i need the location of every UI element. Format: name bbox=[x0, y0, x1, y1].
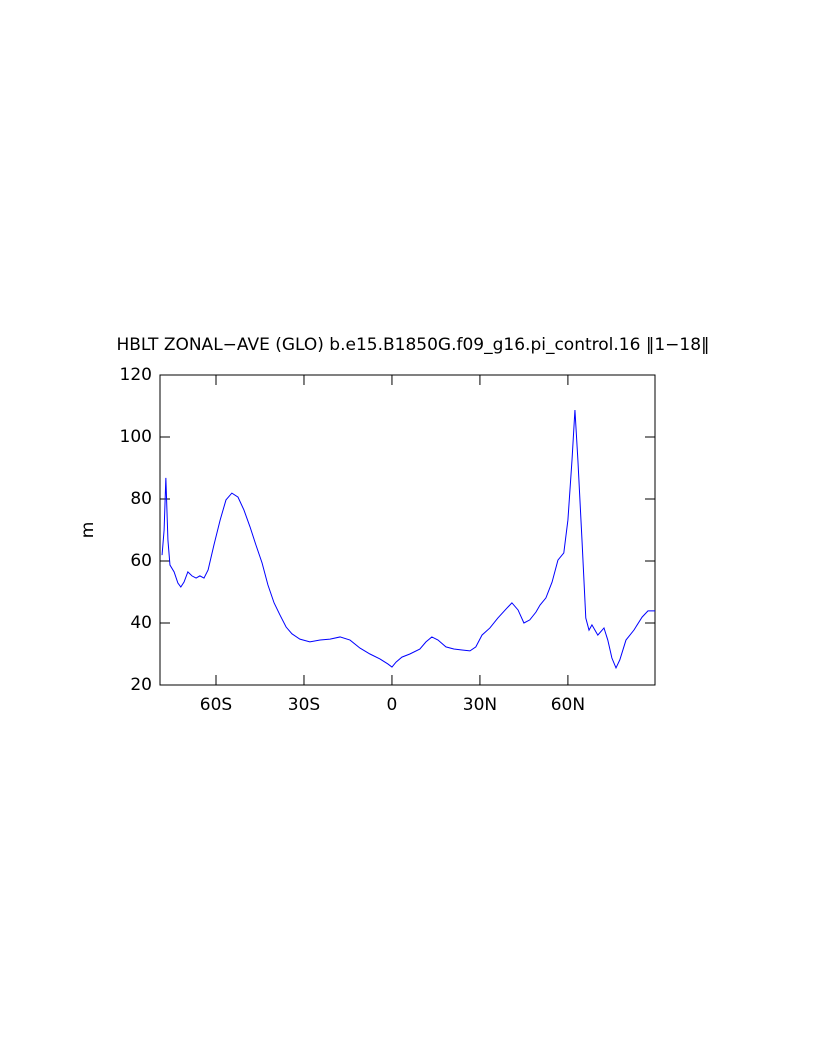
y-tick-label: 120 bbox=[120, 365, 152, 385]
y-axis-label: m bbox=[78, 522, 98, 539]
x-tick-label: 30S bbox=[288, 695, 320, 715]
data-line bbox=[161, 410, 655, 670]
y-tick-label: 40 bbox=[130, 613, 152, 633]
x-tick-label: 0 bbox=[387, 695, 398, 715]
y-tick-label: 80 bbox=[130, 489, 152, 509]
chart-title: HBLT ZONAL−AVE (GLO) b.e15.B1850G.f09_g1… bbox=[116, 335, 709, 355]
y-tick-label: 20 bbox=[130, 675, 152, 695]
x-tick-label: 60S bbox=[200, 695, 232, 715]
y-tick-label: 60 bbox=[130, 551, 152, 571]
y-tick-label: 100 bbox=[120, 427, 152, 447]
x-tick-label: 30N bbox=[463, 695, 497, 715]
plot-frame bbox=[159, 374, 656, 686]
x-tick-label: 60N bbox=[551, 695, 585, 715]
